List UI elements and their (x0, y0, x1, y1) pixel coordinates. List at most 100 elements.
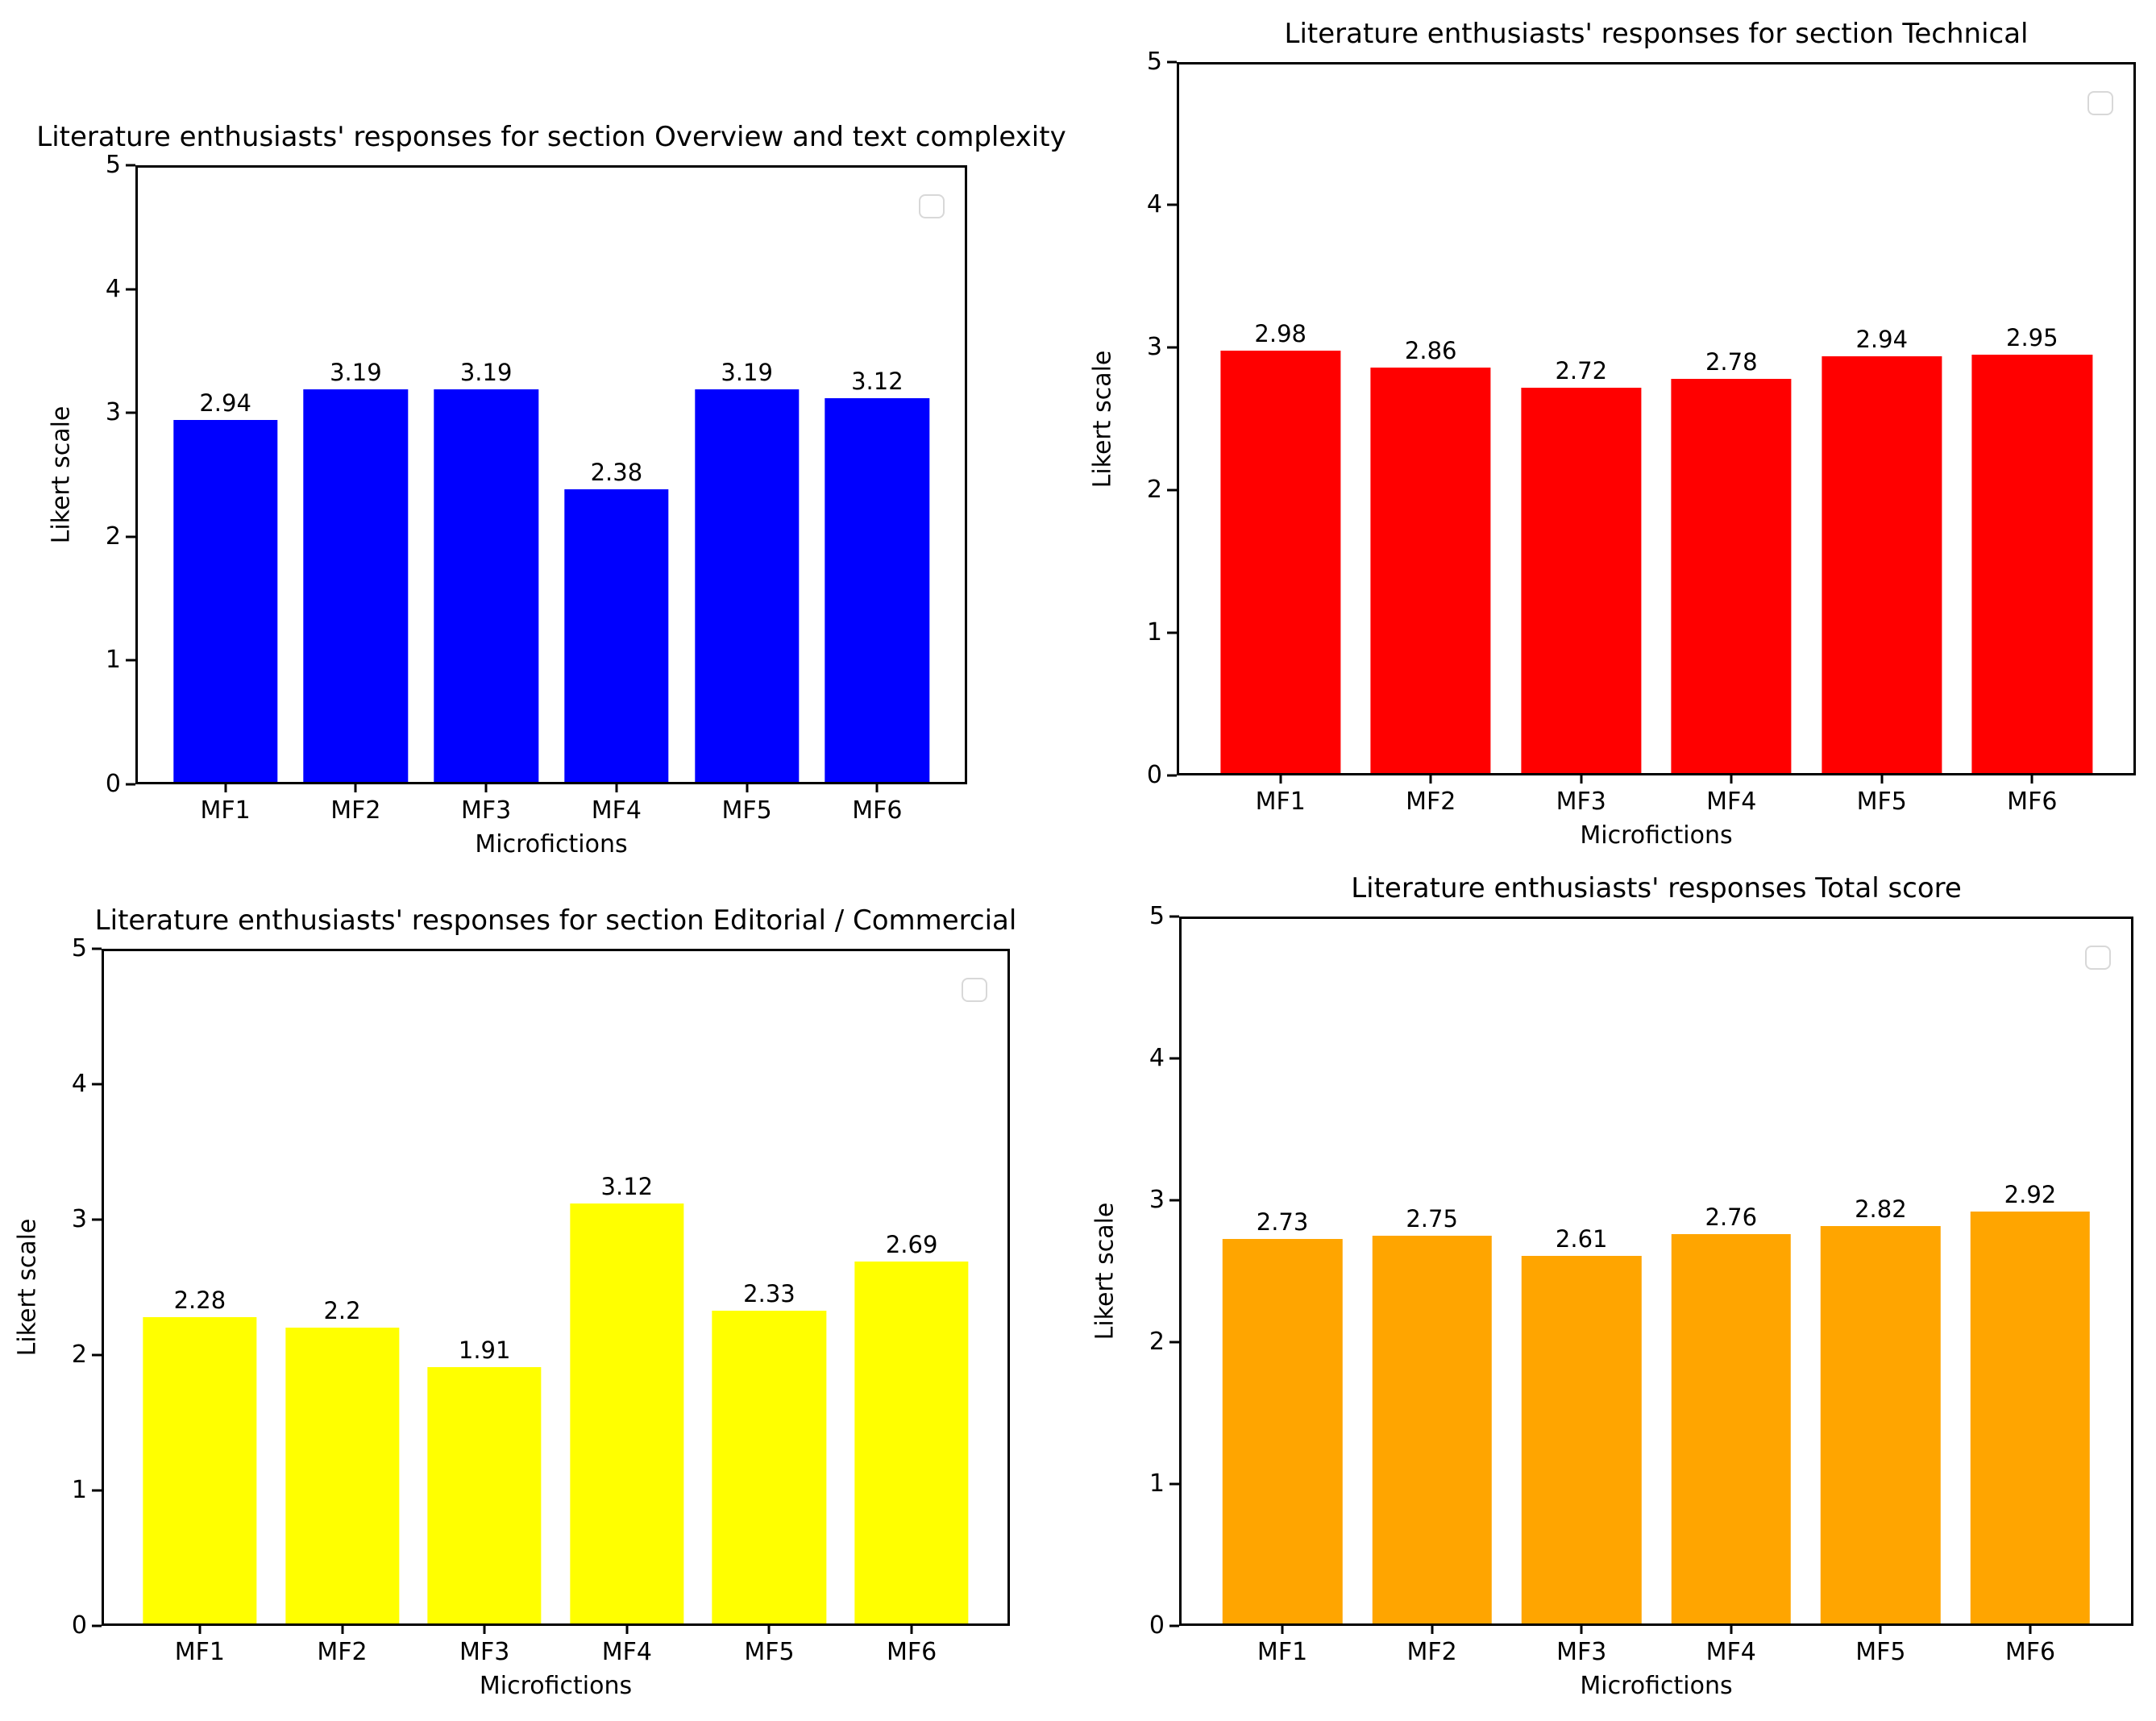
x-tick-mark (910, 1626, 913, 1634)
x-tick-label: MF3 (459, 1638, 510, 1666)
bar-mf5 (1821, 1225, 1941, 1626)
bar-mf1 (172, 420, 278, 784)
x-tick-mark (1281, 1626, 1284, 1634)
bars-layer: 2.73 2.75 2.61 2.76 2.82 2.92 (1179, 917, 2133, 1626)
bar-value-label: 2.82 (1855, 1195, 1907, 1223)
y-axis-label-wrap: Likert scale (1089, 917, 1121, 1626)
y-tick-mark (1167, 488, 1177, 492)
x-tick-label: MF2 (1406, 788, 1456, 816)
y-axis-label: Likert scale (47, 405, 75, 544)
y-tick-label: 0 (1149, 1611, 1165, 1640)
bar-value-label: 2.95 (2006, 323, 2058, 351)
y-tick-label: 5 (1146, 48, 1162, 76)
x-tick-mark (1279, 775, 1282, 784)
chart-technical: Literature enthusiasts' responses for se… (1088, 19, 2136, 848)
bar-value-label: 2.86 (1404, 336, 1457, 364)
y-tick-mark (126, 411, 135, 414)
x-tick-label: MF6 (886, 1638, 937, 1666)
x-tick-mark (615, 784, 618, 792)
bar-mf2 (303, 389, 409, 784)
bar-mf5 (694, 389, 800, 784)
y-tick-label: 4 (105, 274, 121, 303)
bar-value-label: 2.75 (1406, 1205, 1458, 1233)
bar-mf6 (1971, 354, 2092, 775)
bar-mf3 (1521, 387, 1642, 775)
y-tick-mark (1169, 1482, 1179, 1486)
y-tick-mark (1169, 1199, 1179, 1202)
x-axis-label: Microfictions (479, 1672, 633, 1700)
x-tick-label: MF2 (1406, 1638, 1457, 1666)
chart-overview-text-complexity: Literature enthusiasts' responses for se… (36, 122, 1066, 857)
x-tick-label: MF5 (721, 796, 772, 825)
y-tick-mark (126, 783, 135, 786)
x-tick-label: MF6 (2007, 788, 2058, 816)
bar-mf2 (1372, 1236, 1492, 1626)
y-tick-mark (1167, 203, 1177, 206)
bar-value-label: 3.19 (459, 359, 513, 387)
bar-value-label: 2.2 (323, 1297, 361, 1325)
x-tick-mark (1879, 1626, 1882, 1634)
y-axis-label: Likert scale (1088, 350, 1116, 488)
y-tick-label: 4 (1146, 190, 1162, 218)
chart-title: Literature enthusiasts' responses Total … (1351, 871, 1962, 904)
y-tick-label: 5 (105, 151, 121, 179)
x-tick-label: MF1 (200, 796, 251, 825)
bar-value-label: 3.12 (851, 367, 904, 395)
chart-title: Literature enthusiasts' responses for se… (1284, 17, 2029, 50)
bar-mf4 (564, 489, 669, 784)
bar-mf2 (285, 1328, 400, 1626)
y-tick-mark (1169, 915, 1179, 918)
x-tick-label: MF1 (174, 1638, 225, 1666)
x-tick-mark (875, 784, 879, 792)
chart-title: Literature enthusiasts' responses for se… (36, 120, 1066, 153)
y-axis-label: Likert scale (13, 1218, 41, 1357)
x-tick-label: MF3 (1556, 788, 1606, 816)
bar-value-label: 2.69 (885, 1231, 938, 1259)
x-tick-label: MF3 (460, 796, 512, 825)
y-tick-mark (1169, 1624, 1179, 1627)
bar-value-label: 3.19 (721, 359, 773, 387)
bar-mf6 (825, 397, 930, 784)
x-tick-label: MF2 (317, 1638, 368, 1666)
bar-value-label: 2.94 (1855, 325, 1909, 353)
x-tick-mark (354, 784, 357, 792)
x-tick-label: MF5 (1856, 788, 1907, 816)
empty-legend-box (919, 194, 945, 218)
empty-legend-box (2085, 946, 2111, 970)
y-tick-label: 3 (1146, 333, 1162, 361)
x-tick-mark (2030, 775, 2033, 784)
bars-layer: 2.28 2.2 1.91 3.12 2.33 2.69 (102, 949, 1010, 1626)
y-axis-label: Likert scale (1090, 1202, 1119, 1341)
bar-mf6 (1970, 1212, 2091, 1626)
y-tick-label: 2 (1146, 476, 1162, 504)
y-tick-mark (1167, 774, 1177, 777)
x-tick-mark (484, 784, 488, 792)
x-tick-mark (1730, 1626, 1733, 1634)
y-tick-mark (92, 1624, 102, 1627)
y-tick-label: 1 (1149, 1470, 1165, 1498)
x-tick-label: MF4 (1705, 1638, 1756, 1666)
x-tick-mark (1431, 1626, 1434, 1634)
x-tick-mark (1580, 775, 1583, 784)
bar-mf5 (712, 1310, 827, 1626)
x-tick-mark (198, 1626, 201, 1634)
y-tick-mark (92, 1218, 102, 1221)
empty-legend-box (962, 978, 987, 1002)
bar-mf4 (570, 1203, 684, 1626)
y-tick-label: 3 (71, 1205, 87, 1233)
bar-mf2 (1370, 367, 1491, 775)
bar-value-label: 2.72 (1555, 356, 1608, 385)
y-tick-label: 0 (71, 1611, 87, 1640)
bar-value-label: 2.98 (1254, 319, 1306, 347)
y-tick-mark (92, 1353, 102, 1357)
bar-mf4 (1671, 1234, 1792, 1626)
bar-mf5 (1822, 355, 1942, 775)
y-tick-label: 5 (71, 934, 87, 962)
y-tick-label: 3 (105, 398, 121, 427)
y-tick-mark (1167, 631, 1177, 634)
x-tick-mark (746, 784, 749, 792)
bar-value-label: 2.73 (1256, 1208, 1309, 1236)
y-tick-mark (1169, 1057, 1179, 1060)
x-tick-label: MF4 (601, 1638, 652, 1666)
